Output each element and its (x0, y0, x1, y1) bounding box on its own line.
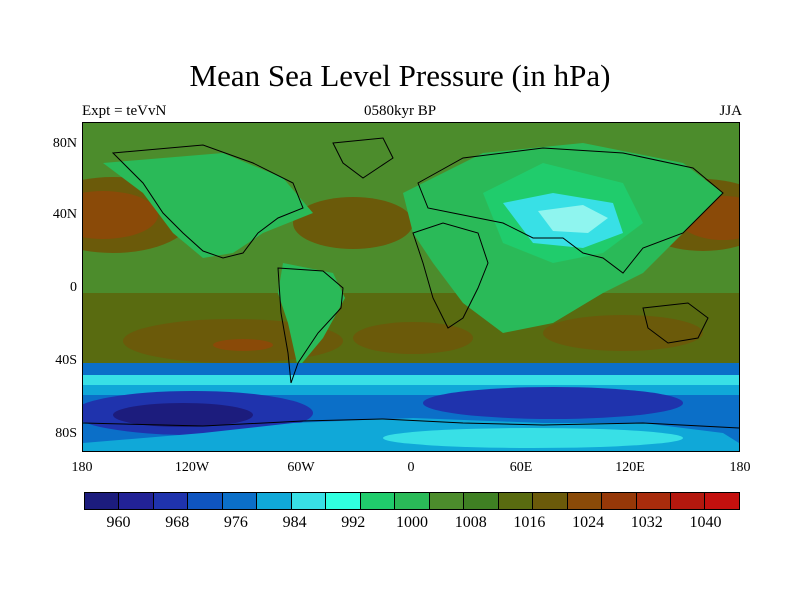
x-tick-60w: 60W (287, 460, 315, 475)
colorbar-label-1032: 1032 (630, 514, 663, 531)
colorbar-label-960: 960 (106, 514, 131, 531)
colorbar-swatch-8 (360, 493, 396, 509)
colorbar-swatch-9 (395, 493, 430, 509)
colorbar-swatch-15 (602, 493, 637, 509)
colorbar-label-1024: 1024 (572, 514, 605, 531)
colorbar-label-976: 976 (223, 514, 248, 531)
deep-low-pacific-core (113, 403, 253, 427)
coast-south-america (277, 267, 344, 384)
y-tick-40s: 40S (55, 353, 77, 368)
circumpolar-cyan (83, 375, 739, 385)
high-atlantic-south (353, 322, 473, 354)
colorbar-swatch-3 (188, 493, 223, 509)
low-south-america (278, 263, 345, 368)
high-core-south (213, 339, 273, 351)
colorbar-label-968: 968 (165, 514, 190, 531)
colorbar-swatch-12 (498, 493, 534, 509)
x-tick-120w: 120W (174, 460, 210, 475)
colorbar-swatch-16 (636, 493, 671, 509)
y-tick-80s: 80S (55, 426, 77, 441)
colorbar-swatch-2 (153, 493, 189, 509)
experiment-label: Expt = teVvN (82, 103, 167, 119)
colorbar-swatch-11 (464, 493, 499, 509)
colorbar-label-1000: 1000 (396, 514, 428, 531)
colorbar-swatch-0 (85, 493, 120, 509)
pressure-field (83, 123, 739, 451)
coastlines (83, 137, 739, 429)
circumpolar-teal (83, 385, 739, 395)
colorbar-label-1016: 1016 (513, 514, 546, 531)
y-tick-80n: 80N (52, 136, 77, 151)
high-atlantic-north (293, 197, 413, 249)
deep-low-indian (423, 387, 683, 419)
colorbar-label-992: 992 (341, 514, 366, 531)
coast-greenland (332, 137, 394, 179)
coast-north-america (111, 144, 304, 259)
colorbar-swatch-6 (291, 493, 327, 509)
map-title: Mean Sea Level Pressure (in hPa) (189, 58, 611, 93)
arctic-band (83, 123, 739, 145)
colorbar-swatch-4 (222, 493, 258, 509)
period-label: 0580kyr BP (363, 103, 437, 119)
coast-australia (642, 302, 709, 344)
colorbar-swatch-5 (257, 493, 292, 509)
colorbar-swatch-18 (705, 493, 739, 509)
y-tick-equator: 0 (70, 280, 77, 295)
pressure-map (82, 122, 740, 452)
colorbar-swatch-13 (533, 493, 568, 509)
colorbar-label-1008: 1008 (454, 514, 487, 531)
antarctic-cyan (383, 428, 683, 448)
low-asia-core (538, 205, 608, 233)
colorbar (84, 492, 740, 510)
colorbar-swatch-10 (429, 493, 465, 509)
colorbar-swatch-14 (567, 493, 603, 509)
coast-eurasia (417, 147, 724, 274)
colorbar-swatch-17 (670, 493, 706, 509)
colorbar-swatch-7 (326, 493, 361, 509)
colorbar-label-984: 984 (282, 514, 307, 531)
season-label: JJA (719, 103, 742, 119)
x-tick-180-west: 180 (71, 460, 93, 475)
high-indian-south (543, 315, 703, 351)
x-tick-0: 0 (407, 460, 415, 475)
x-tick-60e: 60E (509, 460, 533, 475)
high-pacific-north-west-core (83, 191, 158, 239)
x-tick-120e: 120E (615, 460, 645, 475)
colorbar-label-1040: 1040 (689, 514, 722, 531)
x-tick-180-east: 180 (729, 460, 751, 475)
colorbar-swatch-1 (119, 493, 154, 509)
y-tick-40n: 40N (52, 207, 77, 222)
coast-antarctica (83, 418, 739, 429)
coast-africa (412, 222, 489, 329)
